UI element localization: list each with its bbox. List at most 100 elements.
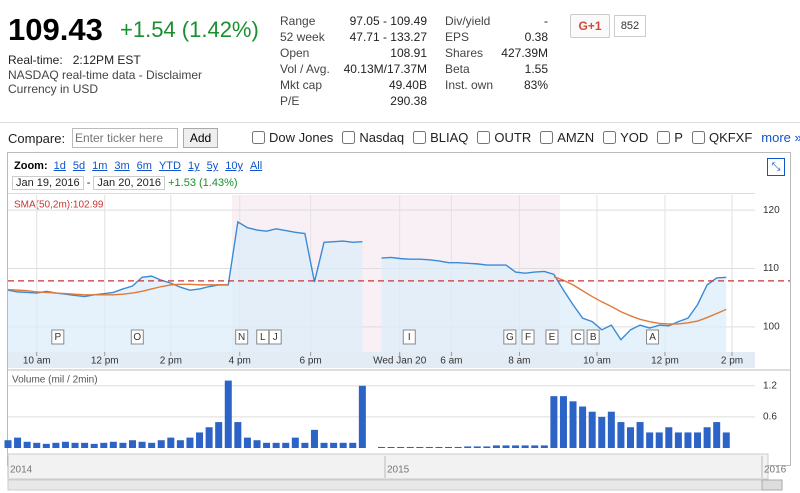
price-area <box>381 257 727 352</box>
ticker-name: BLIAQ <box>430 130 469 145</box>
x-tick-label: Wed Jan 20 <box>373 356 427 367</box>
stat-label: Inst. own <box>445 78 494 92</box>
volume-bar <box>598 416 606 448</box>
event-flag <box>586 329 600 345</box>
ticker-option[interactable]: QKFXF <box>691 130 752 145</box>
volume-bar <box>71 442 79 448</box>
range-start[interactable]: Jan 19, 2016 <box>12 176 84 190</box>
x-tick-label: 10 am <box>23 356 51 367</box>
x-tick-label: 8 am <box>508 356 530 367</box>
ticker-option[interactable]: Nasdaq <box>342 130 404 145</box>
volume-bar <box>14 437 22 448</box>
navigator-year: 2014 <box>10 465 33 476</box>
plus-one-count: 852 <box>614 15 646 37</box>
ticker-option[interactable]: YOD <box>603 130 648 145</box>
volume-bar <box>387 446 395 448</box>
stat-value: 427.39M <box>501 46 548 60</box>
volume-bar <box>674 432 682 448</box>
ticker-checkbox[interactable] <box>477 131 491 144</box>
price: 109.43 <box>8 12 103 47</box>
volume-bar <box>445 446 453 448</box>
zoom-option[interactable]: 5d <box>72 160 86 172</box>
ticker-option[interactable]: BLIAQ <box>413 130 468 145</box>
ticker-option[interactable]: AMZN <box>540 130 594 145</box>
volume-bar <box>301 442 309 448</box>
ticker-checkbox[interactable] <box>413 131 427 144</box>
ticker-checkbox[interactable] <box>342 131 356 144</box>
expand-button[interactable]: ⤡ <box>767 158 785 176</box>
volume-bar <box>454 446 462 448</box>
volume-bar <box>349 442 357 448</box>
event-flag-label: A <box>649 332 656 343</box>
ticker-option[interactable]: OUTR <box>477 130 531 145</box>
ticker-checkbox[interactable] <box>657 131 671 144</box>
ticker-checkbox[interactable] <box>540 131 554 144</box>
volume-bar <box>406 446 414 448</box>
zoom-option[interactable]: 5y <box>206 160 219 172</box>
x-tick-label: 6 pm <box>300 356 322 367</box>
volume-bar <box>330 442 338 448</box>
volume-bar <box>320 442 328 448</box>
zoom-option[interactable]: 1d <box>53 160 66 172</box>
ticker-name: Nasdaq <box>359 130 405 145</box>
navigator[interactable] <box>7 453 769 480</box>
zoom-option[interactable]: YTD <box>158 160 181 172</box>
volume-title: Volume (mil / 2min) <box>12 375 98 386</box>
ticker-checkbox[interactable] <box>252 131 265 144</box>
y-tick-label: 120 <box>763 205 780 216</box>
stat-label: Shares <box>445 46 484 60</box>
event-flag <box>130 329 144 345</box>
plus-one-button[interactable]: G+1 <box>570 14 610 38</box>
scroll-handle[interactable] <box>761 479 783 491</box>
x-axis-band <box>8 352 755 368</box>
range-change: +1.53 (1.43%) <box>168 177 238 189</box>
volume-bar <box>684 432 692 448</box>
ticker-option[interactable]: P <box>657 130 683 145</box>
volume-bar <box>234 422 242 448</box>
zoom-option[interactable]: 10y <box>225 160 243 172</box>
volume-bar <box>157 440 165 448</box>
event-flag-label: N <box>238 332 245 343</box>
price-area <box>8 221 363 352</box>
stat-value: 1.55 <box>524 62 548 76</box>
volume-bar <box>215 422 223 448</box>
volume-bar <box>358 385 366 448</box>
zoom-option[interactable]: 1m <box>92 160 108 172</box>
volume-bar <box>148 442 156 448</box>
volume-bar <box>492 445 500 448</box>
realtime-time: 2:12PM EST <box>72 53 141 67</box>
zoom-option[interactable]: 1y <box>187 160 200 172</box>
compare-input[interactable] <box>72 128 178 148</box>
zoom-bar: Zoom: 1d 5d 1m 3m 6m YTD 1y 5y 10y All <box>14 160 269 172</box>
volume-bar <box>579 406 587 448</box>
ticker-checkbox[interactable] <box>603 131 617 144</box>
add-button[interactable]: Add <box>183 128 218 148</box>
event-flag-label: O <box>133 332 141 343</box>
ticker-checkbox[interactable] <box>691 131 705 144</box>
volume-bar <box>339 442 347 448</box>
x-tick-label: 12 pm <box>91 356 119 367</box>
volume-bar <box>559 396 567 448</box>
zoom-option[interactable]: All <box>249 160 263 172</box>
volume-bar <box>52 442 60 448</box>
zoom-option[interactable]: 3m <box>114 160 130 172</box>
event-flag <box>235 329 249 345</box>
volume-bar <box>90 443 98 448</box>
volume-bar <box>416 446 424 448</box>
sma-line <box>7 276 727 325</box>
disclaimer[interactable]: NASDAQ real-time data - Disclaimer <box>8 68 203 82</box>
volume-bar <box>540 445 548 448</box>
volume-bar <box>263 442 271 448</box>
volume-bar <box>464 446 472 448</box>
event-flag <box>402 329 416 345</box>
volume-bar <box>607 411 615 448</box>
event-flag-label: E <box>549 332 556 343</box>
more-link[interactable]: more » <box>761 130 800 145</box>
scrollbar[interactable] <box>7 479 769 491</box>
zoom-option[interactable]: 6m <box>136 160 152 172</box>
volume-bar <box>617 422 625 448</box>
range-end[interactable]: Jan 20, 2016 <box>93 176 166 190</box>
ticker-option[interactable]: Dow Jones <box>252 130 333 145</box>
event-flag <box>268 329 282 345</box>
stat-label: Mkt cap <box>280 78 323 92</box>
